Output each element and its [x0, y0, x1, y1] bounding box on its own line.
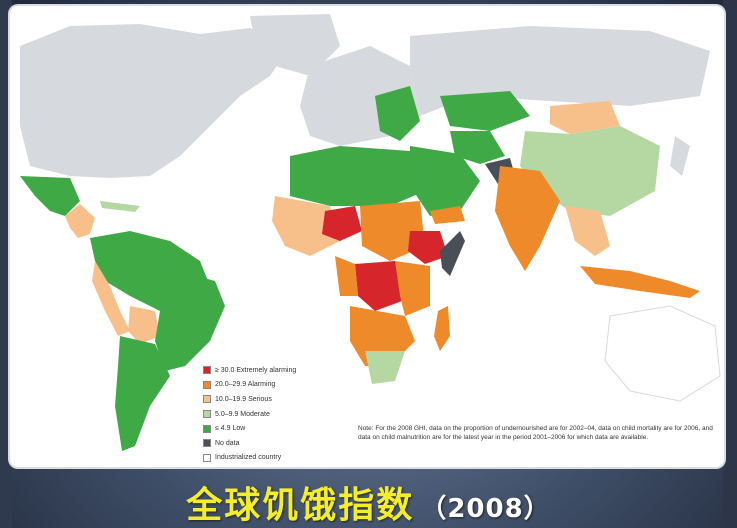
legend-swatch-industrialized — [203, 453, 211, 462]
legend-label: No data — [215, 439, 240, 447]
region-niger — [322, 206, 362, 241]
legend-item: No data — [203, 436, 296, 451]
region-brazil — [155, 266, 225, 371]
region-eastern-europe — [375, 86, 420, 141]
region-north-africa — [290, 146, 425, 206]
region-middle-east — [410, 146, 480, 216]
page-title: 全球饥饿指数 （2008） — [0, 476, 737, 528]
legend-label: 5.0–9.9 Moderate — [215, 410, 270, 418]
legend-item: 10.0–19.9 Serious — [203, 392, 296, 407]
title-year: （2008） — [420, 494, 551, 524]
region-yemen — [430, 206, 465, 224]
region-east-africa — [395, 261, 430, 316]
world-hunger-map: ≥ 30.0 Extremely alarming 20.0–29.9 Alar… — [10, 6, 724, 467]
region-mongolia — [550, 101, 620, 134]
legend-item: 20.0–29.9 Alarming — [203, 378, 296, 393]
legend-label: 10.0–19.9 Serious — [215, 395, 272, 403]
legend-item: 5.0–9.9 Moderate — [203, 407, 296, 422]
title-text: 全球饥饿指数 — [186, 485, 415, 526]
legend-swatch-alarming — [203, 380, 211, 389]
background-left-edge — [0, 0, 12, 528]
legend-item: Industrialized country — [203, 451, 296, 466]
legend-item: ≤ 4.9 Low — [203, 421, 296, 436]
region-central-asia — [450, 131, 505, 164]
region-greenland — [250, 14, 340, 76]
region-bolivia — [128, 306, 160, 344]
legend-label: Industrialized country — [215, 454, 282, 462]
legend-swatch-extremely-alarming — [203, 366, 211, 375]
region-southeast-asia — [565, 206, 610, 256]
legend-swatch-no-data — [203, 439, 211, 448]
legend-label: ≤ 4.9 Low — [215, 425, 246, 433]
region-dr-congo — [355, 261, 402, 311]
map-note: Note: For the 2008 GHI, data on the prop… — [358, 425, 713, 441]
region-australia — [604, 305, 721, 402]
region-ethiopia — [408, 231, 448, 264]
legend: ≥ 30.0 Extremely alarming 20.0–29.9 Alar… — [203, 363, 296, 465]
region-somalia — [440, 231, 465, 276]
region-central-africa — [335, 256, 358, 296]
region-central-america — [65, 204, 95, 238]
region-north-america — [20, 24, 290, 178]
legend-swatch-moderate — [203, 410, 211, 419]
region-caribbean — [100, 201, 140, 212]
legend-label: ≥ 30.0 Extremely alarming — [215, 366, 297, 374]
legend-label: 20.0–29.9 Alarming — [215, 381, 276, 389]
region-india — [495, 166, 560, 271]
map-canvas — [20, 14, 721, 451]
legend-swatch-low — [203, 424, 211, 433]
legend-swatch-serious — [203, 395, 211, 404]
region-west-africa — [272, 196, 340, 256]
region-indonesia — [580, 266, 700, 298]
region-kazakhstan — [440, 91, 530, 131]
region-peru — [92, 261, 130, 336]
region-south-africa — [365, 351, 405, 384]
region-southern-cone — [115, 336, 170, 451]
legend-item: ≥ 30.0 Extremely alarming — [203, 363, 296, 378]
region-mexico — [20, 176, 80, 216]
region-madagascar — [434, 306, 450, 351]
region-japan — [670, 136, 690, 176]
background-right-edge — [723, 0, 737, 528]
